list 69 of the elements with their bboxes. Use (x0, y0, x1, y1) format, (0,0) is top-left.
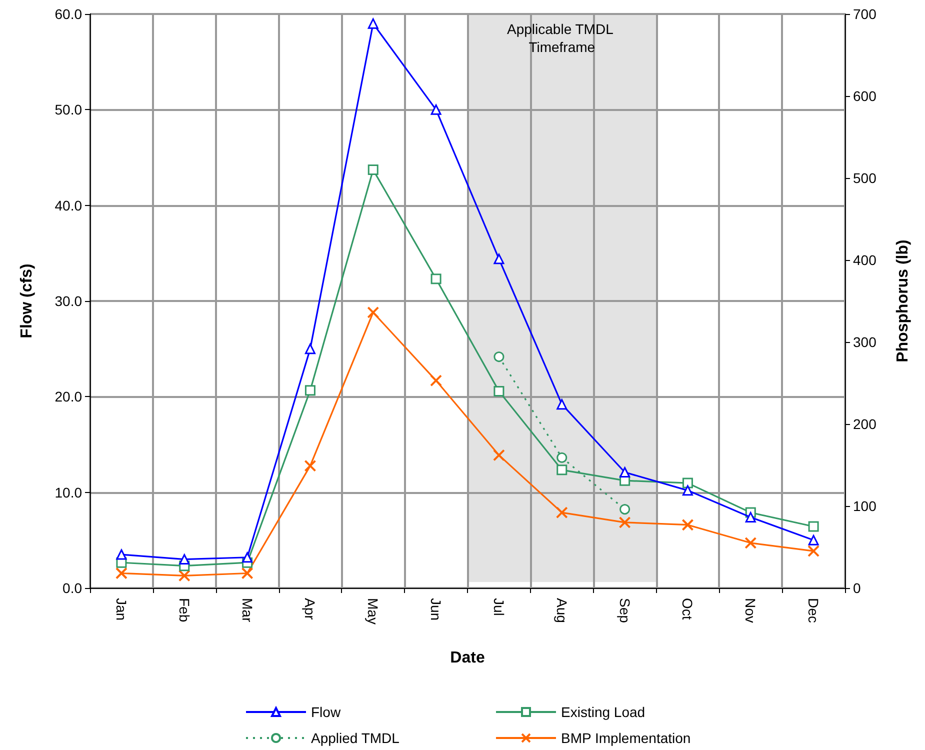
point (808, 534, 819, 546)
point (115, 567, 128, 580)
point (494, 386, 504, 396)
y2-tick-label: 200 (853, 416, 877, 432)
y-tick-label: 30.0 (54, 293, 82, 309)
y-tick-label: 60.0 (54, 6, 82, 22)
legend-label: Applied TMDL (311, 730, 400, 746)
y2-tick-label: 0 (853, 580, 861, 596)
point (556, 464, 568, 476)
point (744, 536, 757, 549)
point (620, 504, 630, 515)
point (304, 385, 316, 396)
point (682, 478, 693, 488)
y-tick-label: 40.0 (54, 197, 82, 214)
x-tick-label: Nov (742, 598, 759, 623)
point (304, 460, 316, 472)
x-tick-label: Oct (680, 598, 696, 620)
x-tick-label: May (365, 598, 382, 624)
x-axis-title: Date (450, 650, 485, 666)
point (304, 344, 316, 354)
x-tick-label: Apr (302, 598, 318, 620)
point (430, 104, 442, 115)
point (494, 352, 504, 362)
point (368, 164, 378, 176)
x-tick-label: Jun (428, 598, 444, 621)
y2-axis-title: Phosphorus (lb) (894, 240, 912, 362)
point (492, 449, 505, 462)
point (808, 521, 819, 532)
point (430, 374, 442, 387)
x-tick-label: Aug (554, 598, 570, 623)
y-tick-label: 10.0 (54, 484, 82, 500)
y2-tick-label: 100 (853, 498, 877, 514)
y-tick-label: 20.0 (54, 388, 82, 405)
x-tick-label: Jul (490, 598, 507, 616)
point (556, 399, 568, 410)
point (494, 254, 504, 264)
x-tick-label: Jan (113, 598, 130, 621)
y2-tick-label: 400 (853, 252, 877, 268)
y2-tick-label: 300 (853, 334, 877, 350)
y-tick-label: 0.0 (62, 580, 82, 596)
point (179, 554, 190, 565)
legend-label: BMP Implementation (561, 730, 691, 746)
point (682, 485, 693, 496)
point (556, 506, 568, 519)
point (242, 552, 253, 563)
point (618, 516, 631, 528)
band-label: Applicable TMDL Timeframe (507, 21, 617, 55)
point (241, 567, 254, 580)
x-tick-label: Mar (239, 598, 256, 622)
point (808, 545, 820, 558)
x-tick-label: Sep (616, 598, 633, 624)
y2-tick-label: 500 (853, 170, 877, 186)
y2-tick-label: 600 (853, 88, 877, 104)
point (178, 570, 190, 582)
point (682, 518, 694, 531)
point (368, 18, 378, 29)
x-tick-label: Dec (806, 598, 822, 623)
y-axis-title: Flow (cfs) (18, 264, 36, 338)
point (430, 274, 442, 284)
point (620, 466, 630, 478)
y-tick-label: 50.0 (54, 102, 82, 118)
point (367, 306, 380, 318)
x-tick-label: Feb (176, 598, 192, 622)
legend-label: Existing Load (561, 704, 646, 720)
point (116, 549, 127, 560)
point (556, 452, 568, 463)
y2-tick-label: 700 (853, 6, 877, 22)
point (745, 512, 756, 522)
legend-label: Flow (311, 704, 342, 720)
